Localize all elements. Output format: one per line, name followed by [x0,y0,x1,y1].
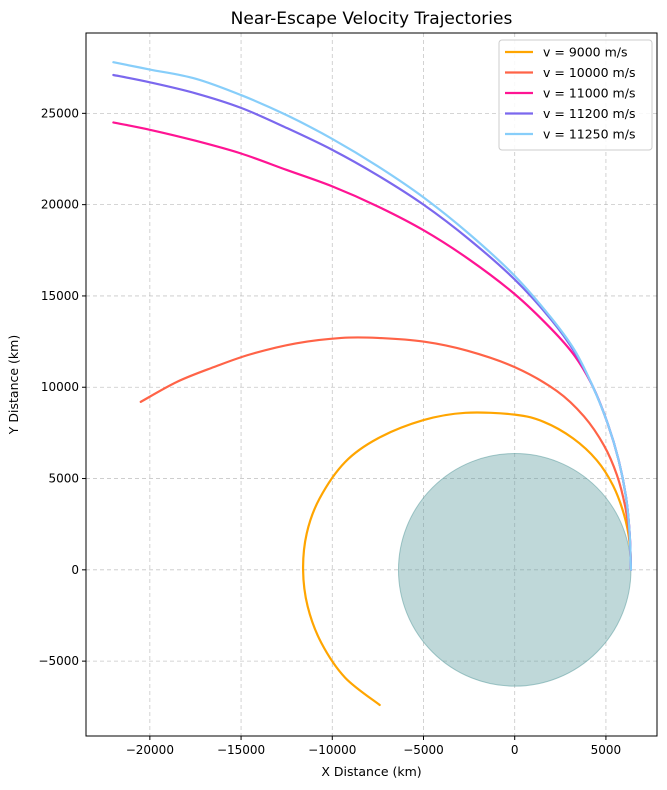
y-tick-label: 15000 [41,289,79,303]
legend-label: v = 11200 m/s [543,106,635,121]
x-tick-label: −20000 [126,743,174,757]
plot-frame [85,32,658,737]
y-tick-label: 25000 [41,106,79,120]
trajectory-series [112,61,633,707]
x-tick-label: −5000 [403,743,444,757]
y-tick-label: 10000 [41,380,79,394]
trajectory-line [301,411,633,707]
x-axis-title: X Distance (km) [321,764,421,779]
y-tick-label: −5000 [38,654,79,668]
legend-label: v = 11250 m/s [543,127,635,142]
x-tick-label: 0 [511,743,519,757]
y-tick-label: 0 [71,563,79,577]
legend-label: v = 11000 m/s [543,86,635,101]
legend-box [498,39,653,151]
y-axis-ticks: −5000 0 5000 10000 15000 20000 25000 [38,106,86,668]
x-tick-label: 5000 [591,743,622,757]
y-tick-label: 5000 [48,472,79,486]
legend-label: v = 10000 m/s [543,65,635,80]
y-tick-label: 20000 [41,198,79,212]
planet-disk [397,453,632,687]
x-tick-label: −10000 [308,743,356,757]
x-axis-ticks: −20000 −15000 −10000 −5000 0 5000 [126,736,621,757]
legend: v = 9000 m/s v = 10000 m/s v = 11000 m/s v … [498,39,653,151]
trajectory-line [139,336,633,571]
legend-label: v = 9000 m/s [543,45,628,60]
x-tick-label: −15000 [217,743,265,757]
planet-layer [397,453,632,687]
chart-title: Near-Escape Velocity Trajectories [231,9,513,29]
trajectory-line [112,61,633,571]
y-axis-title: Y Distance (km) [6,335,21,435]
grid-lines [86,33,657,736]
